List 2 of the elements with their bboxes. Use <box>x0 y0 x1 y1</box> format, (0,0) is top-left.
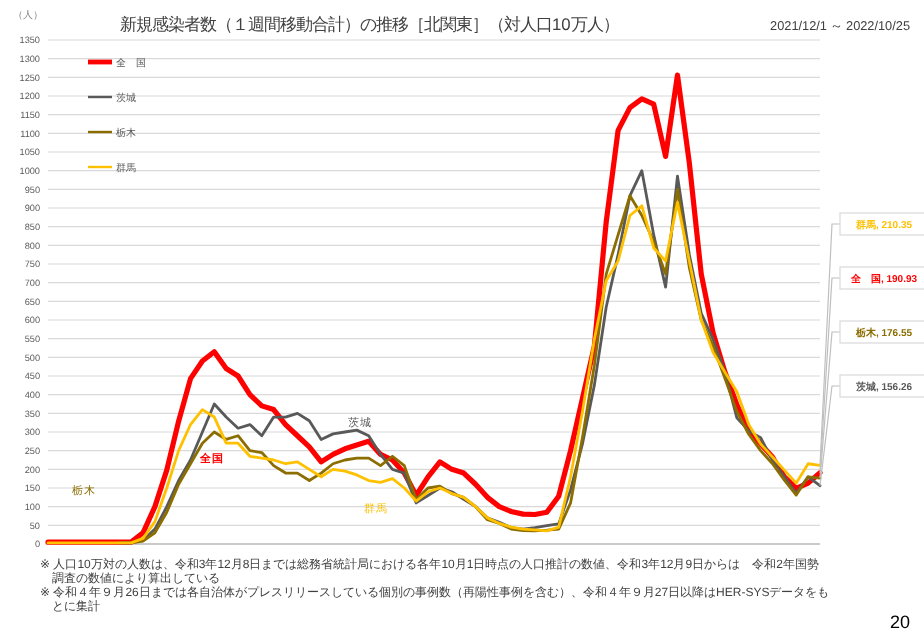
text: 20 <box>889 612 910 632</box>
chart-title: 新規感染者数（１週間移動合計）の推移［北関東］（対人口10万人） <box>120 14 619 34</box>
